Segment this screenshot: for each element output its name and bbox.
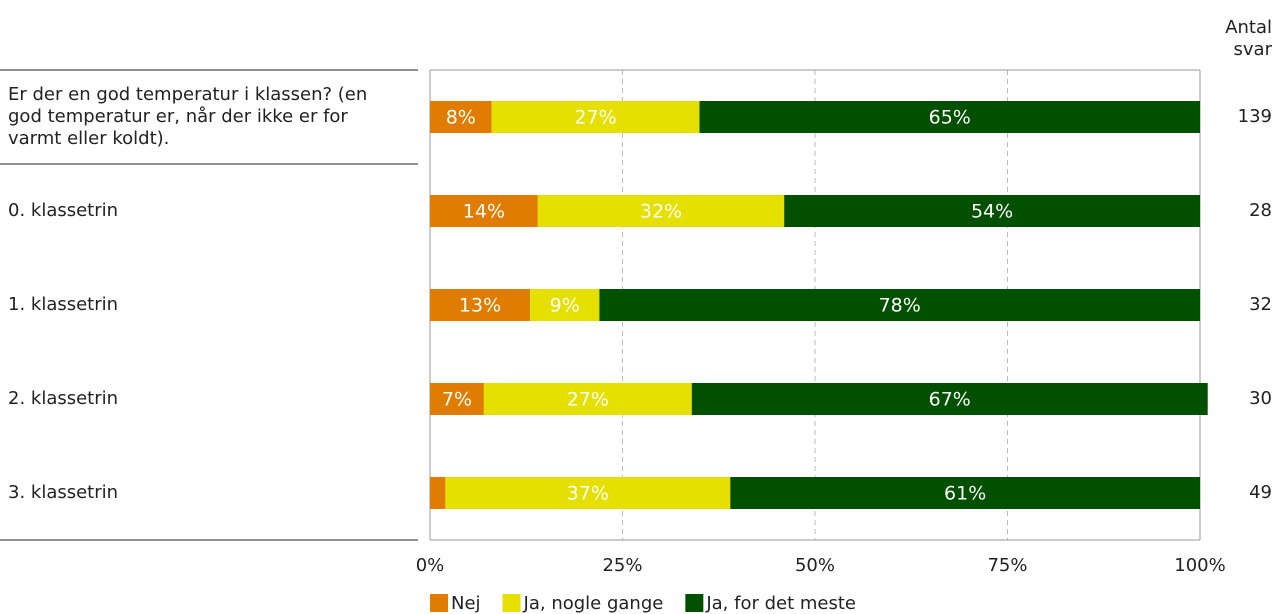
category-label: 1. klassetrin — [8, 294, 119, 315]
value-label: 14% — [463, 201, 505, 223]
value-label: 8% — [446, 107, 476, 129]
category-label: Er der en god temperatur i klassen? (en … — [8, 84, 368, 149]
legend-swatch — [502, 594, 521, 612]
value-label: 67% — [929, 389, 971, 411]
legend-swatch — [685, 594, 704, 612]
value-label: 37% — [567, 483, 609, 505]
category-label: 3. klassetrin — [8, 482, 119, 503]
bar-segment — [430, 477, 446, 509]
bar-segment — [691, 383, 1208, 415]
legend-label: Nej — [451, 593, 481, 614]
category-label-box: Er der en god temperatur i klassen? (en … — [8, 84, 368, 149]
value-label: 65% — [929, 107, 971, 129]
bar-segment — [483, 383, 692, 415]
value-label: 13% — [459, 295, 501, 317]
bar-segment — [537, 195, 785, 227]
count: 32 — [1249, 294, 1272, 315]
value-label: 54% — [971, 201, 1013, 223]
x-tick-label: 100% — [1174, 555, 1225, 576]
bar-segment — [430, 289, 531, 321]
bar-segment — [530, 289, 600, 321]
value-label: 7% — [442, 389, 472, 411]
x-tick-label: 0% — [416, 555, 445, 576]
value-label: 32% — [640, 201, 682, 223]
bar-segment — [491, 101, 700, 133]
legend-swatch — [430, 594, 448, 612]
bar-segment — [730, 477, 1200, 509]
bar-segment — [784, 195, 1200, 227]
count: 28 — [1249, 200, 1272, 221]
category-label: 0. klassetrin — [8, 200, 119, 221]
value-label: 61% — [944, 483, 986, 505]
count-header: Antal — [1225, 17, 1272, 38]
bar-segment — [430, 101, 492, 133]
count-header: svar — [1234, 39, 1273, 60]
category-label: 2. klassetrin — [8, 388, 119, 409]
x-tick-label: 25% — [602, 555, 642, 576]
value-label: 27% — [574, 107, 616, 129]
x-tick-label: 75% — [987, 555, 1027, 576]
count: 139 — [1238, 106, 1272, 127]
bar-segment — [699, 101, 1200, 133]
category-label-box: 1. klassetrin — [8, 294, 119, 315]
legend-label: Ja, for det meste — [705, 593, 856, 614]
category-label-box: 2. klassetrin — [8, 388, 119, 409]
bar-segment — [430, 383, 484, 415]
x-tick-label: 50% — [795, 555, 835, 576]
category-label-box: 0. klassetrin — [8, 200, 119, 221]
bar-segment — [430, 195, 538, 227]
value-label: 9% — [550, 295, 580, 317]
count: 49 — [1249, 482, 1272, 503]
bar-segment — [445, 477, 731, 509]
value-label: 78% — [879, 295, 921, 317]
legend-label: Ja, nogle gange — [523, 593, 664, 614]
bar-segment — [599, 289, 1200, 321]
count: 30 — [1249, 388, 1272, 409]
category-label-box: 3. klassetrin — [8, 482, 119, 503]
value-label: 27% — [567, 389, 609, 411]
